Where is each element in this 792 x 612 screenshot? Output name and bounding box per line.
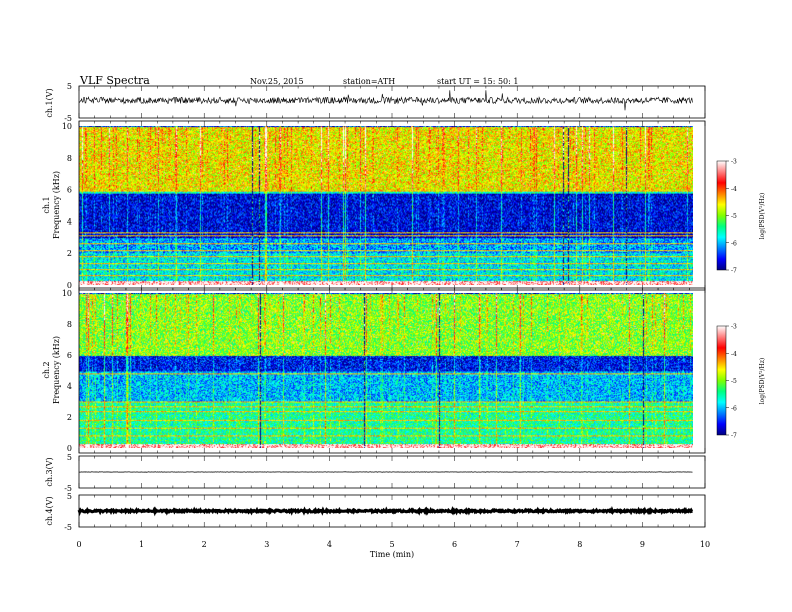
frequency-tick-label: 4 bbox=[67, 382, 72, 391]
ch4-ylabel: ch.4(V) bbox=[45, 496, 54, 525]
colorbar-1-tick-labels: -3 -4 -5 -6 -7 bbox=[726, 159, 737, 275]
colorbar-tick-label: -4 bbox=[731, 351, 737, 358]
frequency-tick-label: 6 bbox=[67, 186, 72, 195]
ch2-spectrogram-image bbox=[79, 293, 693, 448]
ch1-ticks bbox=[78, 86, 706, 118]
ch3-ytick-top: 5 bbox=[67, 453, 72, 462]
frequency-tick-label: 8 bbox=[67, 154, 72, 163]
colorbar-tick-label: -6 bbox=[731, 240, 737, 247]
time-axis-tick-label: 6 bbox=[452, 540, 457, 549]
colorbar-tick-label: -6 bbox=[731, 405, 737, 412]
time-axis-tick-label: 9 bbox=[640, 540, 645, 549]
colorbar-tick-label: -3 bbox=[731, 159, 737, 166]
ch2-frequency-label: Frequency (kHz) bbox=[52, 336, 61, 404]
ch2-spectrogram-channel-label: ch.2 bbox=[42, 361, 51, 378]
colorbar-2-label: log(PSD(V²/Hz) bbox=[759, 358, 766, 405]
ch1-panel: 5 -5 ch.1(V) bbox=[45, 82, 706, 123]
frequency-tick-label: 0 bbox=[67, 444, 72, 453]
time-axis-tick-label: 4 bbox=[327, 540, 332, 549]
colorbar-tick-label: -7 bbox=[731, 268, 737, 275]
ch4-panel: 5 -5 ch.4(V) bbox=[45, 492, 706, 532]
ch4-ytick-bottom: -5 bbox=[64, 523, 72, 532]
time-axis-tick-label: 10 bbox=[700, 540, 710, 549]
ch2-spectrogram-panel: 0 2 4 6 8 10 ch.2 Frequency (kHz) bbox=[42, 287, 706, 454]
colorbar-1-scale bbox=[716, 160, 727, 271]
colorbar-2-tick-labels: -3 -4 -5 -6 -7 bbox=[726, 324, 737, 440]
frequency-tick-label: 6 bbox=[67, 351, 72, 360]
time-axis-tick-label: 7 bbox=[515, 540, 520, 549]
time-axis-tick-label: 0 bbox=[76, 540, 81, 549]
colorbar-2-scale bbox=[716, 325, 727, 436]
time-axis-tick-label: 5 bbox=[389, 540, 394, 549]
ch1-ytick-bottom: -5 bbox=[64, 114, 72, 123]
ch1-spectrogram-image bbox=[79, 126, 693, 285]
ch1-spectrogram-channel-label: ch.1 bbox=[42, 196, 51, 213]
ch2-spectrogram-ticks bbox=[78, 288, 706, 453]
ch1-spectrogram-ytick-labels: 0 2 4 6 8 10 bbox=[62, 122, 72, 290]
station-label: station=ATH bbox=[343, 77, 395, 86]
frequency-tick-label: 2 bbox=[67, 249, 72, 258]
ch3-ticks bbox=[78, 456, 706, 488]
colorbar-tick-label: -5 bbox=[731, 378, 737, 385]
ch3-ylabel: ch.3(V) bbox=[45, 457, 54, 486]
time-axis-tick-label: 1 bbox=[139, 540, 144, 549]
time-axis-tick-labels: 0 1 2 3 4 5 6 7 8 9 10 bbox=[76, 540, 710, 549]
ch1-ylabel: ch.1(V) bbox=[45, 88, 54, 117]
frequency-tick-label: 8 bbox=[67, 320, 72, 329]
ch4-trace bbox=[77, 505, 694, 517]
frequency-tick-label: 2 bbox=[67, 413, 72, 422]
colorbar-tick-label: -7 bbox=[731, 433, 737, 440]
ch4-ytick-top: 5 bbox=[67, 492, 72, 501]
colorbar-1-label: log(PSD(V²/Hz) bbox=[759, 193, 766, 240]
figure-title: VLF Spectra bbox=[79, 74, 150, 87]
start-time-label: start UT = 15: 50: 1 bbox=[437, 77, 518, 86]
ch3-panel: 5 -5 ch.3(V) bbox=[45, 453, 706, 493]
time-axis-label: Time (min) bbox=[370, 550, 414, 559]
frequency-tick-label: 10 bbox=[62, 122, 72, 131]
colorbar-1: -3 -4 -5 -6 -7 log(PSD(V²/Hz) bbox=[716, 159, 766, 275]
ch1-spectrogram-panel: 0 2 4 6 8 10 ch.1 Frequency (kHz) bbox=[42, 120, 706, 291]
date-label: Nov.25, 2015 bbox=[250, 77, 304, 86]
time-axis-tick-label: 8 bbox=[577, 540, 582, 549]
ch2-spectrogram-ytick-labels: 0 2 4 6 8 10 bbox=[62, 289, 72, 453]
time-axis-tick-label: 3 bbox=[264, 540, 269, 549]
ch3-ytick-bottom: -5 bbox=[64, 484, 72, 493]
colorbar-tick-label: -5 bbox=[731, 213, 737, 220]
ch1-ytick-top: 5 bbox=[67, 82, 72, 91]
colorbar-tick-label: -4 bbox=[731, 186, 737, 193]
ch1-trace bbox=[78, 90, 693, 111]
time-axis-tick-label: 2 bbox=[202, 540, 207, 549]
frequency-tick-label: 4 bbox=[67, 217, 72, 226]
frequency-tick-label: 0 bbox=[67, 281, 72, 290]
ch1-frequency-label: Frequency (kHz) bbox=[52, 171, 61, 239]
colorbar-tick-label: -3 bbox=[731, 324, 737, 331]
frequency-tick-label: 10 bbox=[62, 289, 72, 298]
colorbar-2: -3 -4 -5 -6 -7 log(PSD(V²/Hz) bbox=[716, 324, 766, 440]
ch4-ticks bbox=[78, 495, 706, 527]
